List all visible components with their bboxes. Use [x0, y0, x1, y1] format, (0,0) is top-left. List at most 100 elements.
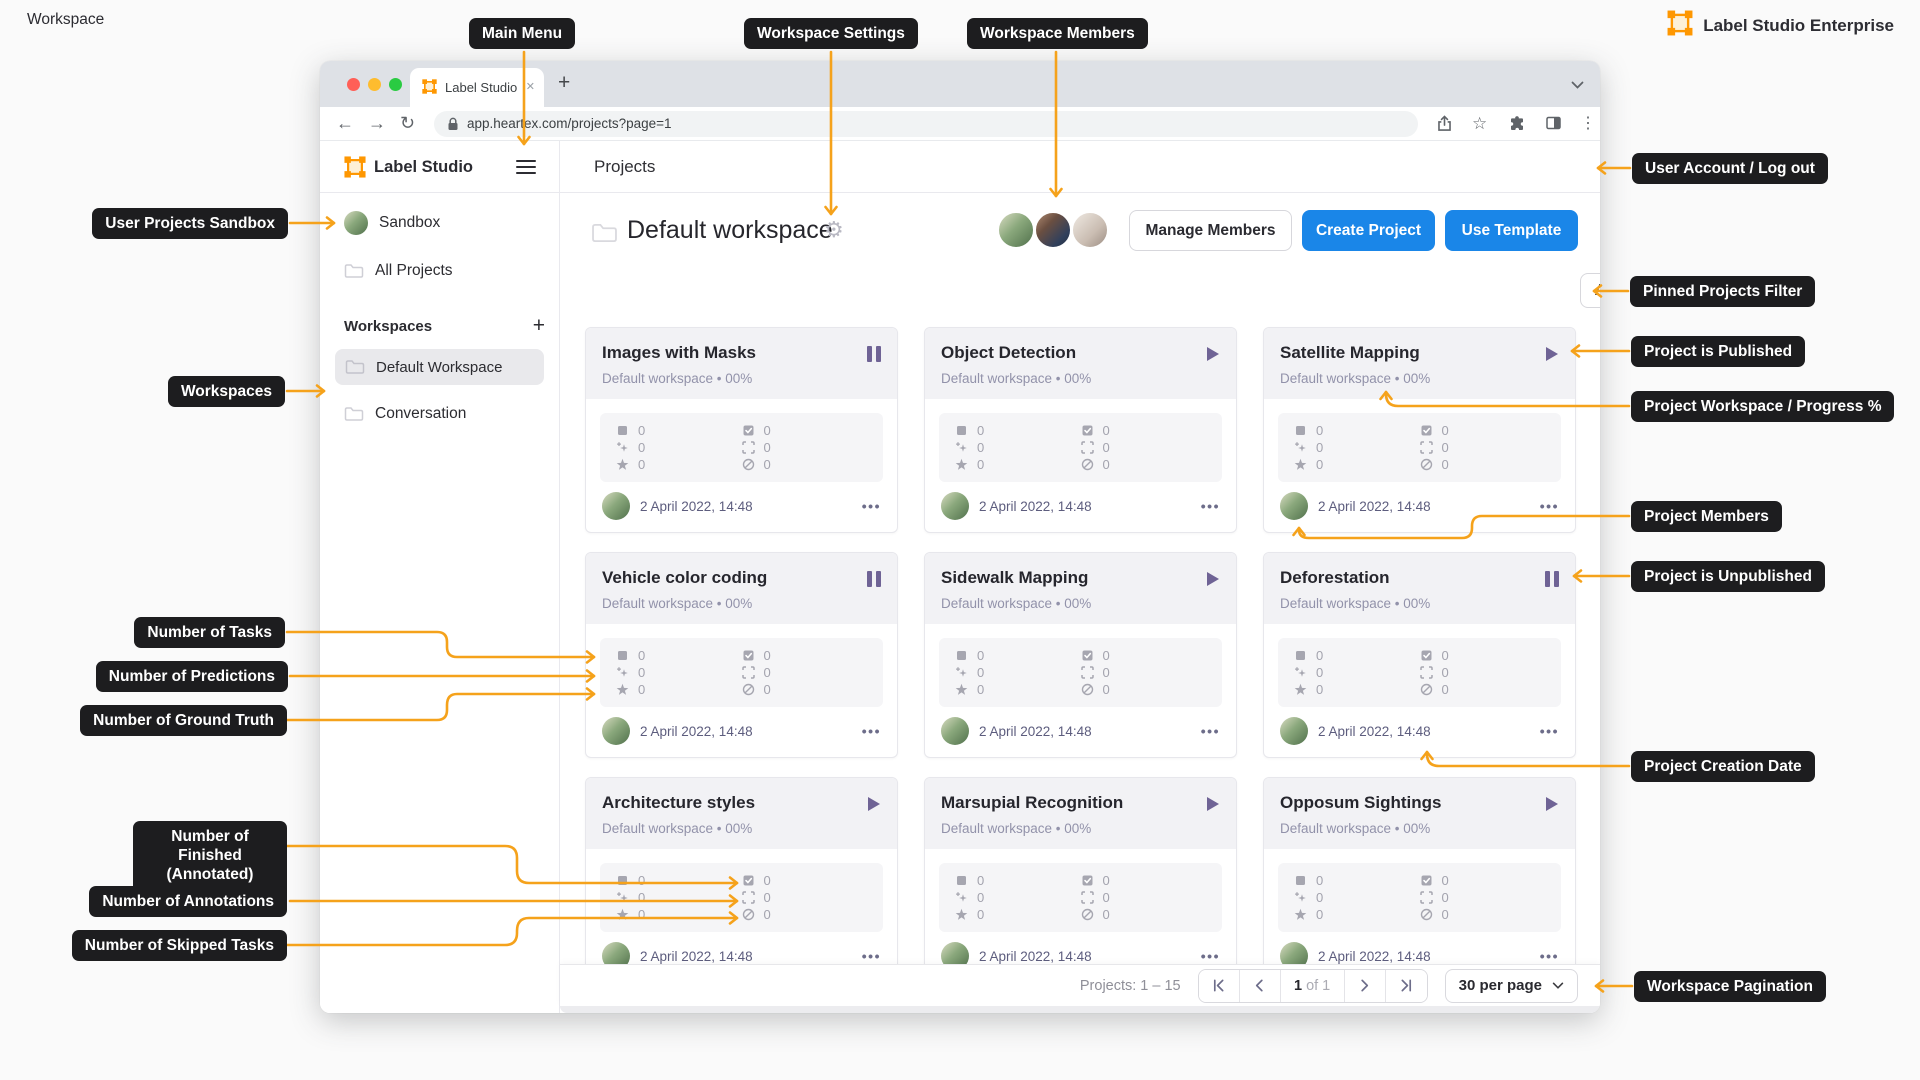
play-icon[interactable]	[1206, 346, 1220, 367]
skipped-tasks-icon	[742, 458, 754, 471]
more-options-icon[interactable]: •••	[1539, 723, 1559, 739]
window-minimize-button[interactable]	[368, 78, 381, 91]
project-card-footer: 2 April 2022, 14:48 •••	[925, 482, 1236, 520]
pause-icon[interactable]	[867, 346, 881, 362]
annotations-count: 0	[1441, 665, 1449, 680]
project-card[interactable]: Sidewalk Mapping Default workspace • 00%…	[924, 552, 1237, 758]
more-options-icon[interactable]: •••	[1200, 498, 1220, 514]
project-card[interactable]: Deforestation Default workspace • 00% 0	[1263, 552, 1576, 758]
workspace-settings-gear-icon[interactable]: ⚙	[824, 217, 844, 242]
skipped-tasks-stat: 0	[742, 681, 868, 698]
forward-icon[interactable]: →	[368, 113, 386, 133]
add-workspace-icon[interactable]: +	[532, 314, 545, 337]
annotations-count: 0	[763, 665, 771, 680]
play-icon[interactable]	[1206, 796, 1220, 817]
ground-truth-icon	[616, 683, 629, 695]
skipped-tasks-icon	[1420, 458, 1432, 471]
tasks-count: 0	[1316, 873, 1324, 888]
project-member-avatar	[602, 717, 630, 745]
finished-tasks-icon	[1082, 650, 1092, 661]
previous-page-button[interactable]	[1239, 969, 1281, 1002]
play-icon[interactable]	[867, 796, 881, 817]
more-options-icon[interactable]: •••	[1539, 498, 1559, 514]
pinned-projects-filter-dropdown[interactable]: All projects	[1580, 273, 1600, 308]
sidebar-item-all-projects[interactable]: All Projects	[320, 253, 559, 289]
workspace-title: Default workspace	[627, 216, 833, 244]
annotations-stat: 0	[1080, 439, 1207, 456]
play-icon[interactable]	[1206, 571, 1220, 592]
tab-search-chevron-icon[interactable]	[1571, 77, 1584, 95]
new-tab-button[interactable]: +	[558, 71, 571, 94]
side-panel-icon[interactable]	[1545, 115, 1562, 136]
browser-menu-icon[interactable]: ⋮	[1580, 115, 1596, 132]
project-card[interactable]: Marsupial Recognition Default workspace …	[924, 777, 1237, 983]
finished-tasks-count: 0	[1441, 423, 1449, 438]
manage-members-button[interactable]: Manage Members	[1129, 210, 1292, 251]
more-options-icon[interactable]: •••	[861, 723, 881, 739]
avatar	[1071, 211, 1109, 249]
project-card[interactable]: Vehicle color coding Default workspace •…	[585, 552, 898, 758]
predictions-icon	[956, 442, 967, 452]
more-options-icon[interactable]: •••	[1539, 948, 1559, 964]
browser-tab[interactable]: Label Studio ✕	[410, 68, 544, 107]
project-card[interactable]: Satellite Mapping Default workspace • 00…	[1263, 327, 1576, 533]
project-card[interactable]: Architecture styles Default workspace • …	[585, 777, 898, 983]
sidebar-item-default-workspace[interactable]: Default Workspace	[335, 349, 544, 385]
finished-tasks-stat: 0	[742, 872, 868, 889]
page-context-label: Workspace	[27, 11, 105, 28]
skipped-tasks-count: 0	[1102, 907, 1110, 922]
skipped-tasks-icon	[1081, 908, 1093, 921]
project-card[interactable]: Opposum Sightings Default workspace • 00…	[1263, 777, 1576, 983]
ground-truth-stat: 0	[1294, 456, 1420, 473]
project-title: Object Detection	[941, 343, 1077, 362]
sidebar-item-conversation[interactable]: Conversation	[320, 396, 559, 432]
label-studio-app: Label Studio Sandbox All Projects Worksp…	[320, 141, 1600, 1013]
more-options-icon[interactable]: •••	[1200, 948, 1220, 964]
extensions-puzzle-icon[interactable]	[1509, 115, 1525, 136]
tasks-stat: 0	[616, 647, 742, 664]
callout-number-of-predictions: Number of Predictions	[95, 661, 288, 692]
first-page-button[interactable]	[1198, 969, 1240, 1002]
skipped-tasks-stat: 0	[1420, 456, 1546, 473]
project-card[interactable]: Object Detection Default workspace • 00%…	[924, 327, 1237, 533]
project-workspace-progress: Default workspace • 00%	[602, 821, 753, 836]
project-title: Vehicle color coding	[602, 568, 768, 587]
projects-range-label: Projects: 1 – 15	[1079, 977, 1181, 994]
bookmark-star-icon[interactable]: ☆	[1472, 114, 1488, 133]
project-workspace-progress: Default workspace • 00%	[1280, 821, 1431, 836]
next-page-button[interactable]	[1344, 969, 1386, 1002]
main-menu-hamburger-icon[interactable]	[516, 160, 536, 174]
more-options-icon[interactable]: •••	[861, 948, 881, 964]
create-project-button[interactable]: Create Project	[1302, 210, 1435, 251]
app-top-bar: Projects	[560, 141, 1600, 193]
use-template-button[interactable]: Use Template	[1445, 210, 1578, 251]
pause-icon[interactable]	[1545, 571, 1559, 587]
play-icon[interactable]	[1545, 346, 1559, 367]
more-options-icon[interactable]: •••	[861, 498, 881, 514]
project-title: Opposum Sightings	[1280, 793, 1442, 812]
back-icon[interactable]: ←	[336, 113, 354, 133]
per-page-dropdown[interactable]: 30 per page	[1444, 968, 1578, 1003]
skipped-tasks-stat: 0	[1081, 906, 1207, 923]
annotations-icon	[1080, 441, 1094, 454]
project-card-footer: 2 April 2022, 14:48 •••	[586, 707, 897, 745]
current-page: 1	[1293, 977, 1303, 994]
last-page-button[interactable]	[1385, 969, 1427, 1002]
project-card[interactable]: Images with Masks Default workspace • 00…	[585, 327, 898, 533]
tab-close-icon[interactable]: ✕	[525, 81, 535, 93]
play-icon[interactable]	[1545, 796, 1559, 817]
annotations-stat: 0	[1419, 889, 1546, 906]
browser-bottom-strip	[560, 1006, 1600, 1013]
address-bar[interactable]: app.heartex.com/projects?page=1	[434, 111, 1418, 137]
reload-icon[interactable]: ↻	[400, 113, 416, 133]
page-indicator: 1 of 1	[1281, 969, 1345, 1002]
pause-icon[interactable]	[867, 571, 881, 587]
share-icon[interactable]	[1436, 115, 1453, 137]
window-zoom-button[interactable]	[389, 78, 402, 91]
sidebar-item-sandbox[interactable]: Sandbox	[320, 205, 559, 241]
predictions-icon	[1295, 442, 1306, 452]
window-close-button[interactable]	[347, 78, 360, 91]
predictions-count: 0	[1316, 440, 1324, 455]
more-options-icon[interactable]: •••	[1200, 723, 1220, 739]
project-member-avatar	[941, 717, 969, 745]
